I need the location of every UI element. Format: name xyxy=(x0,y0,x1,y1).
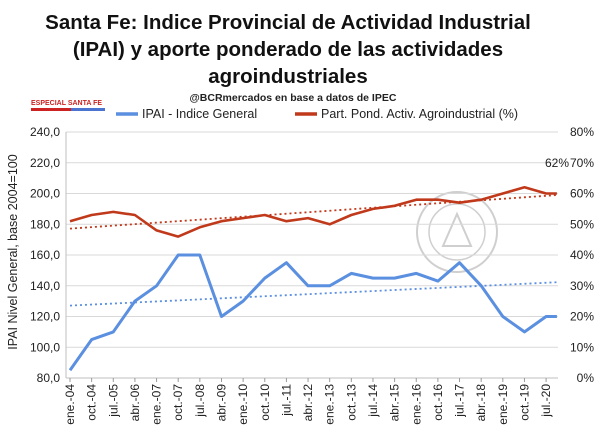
chart-title: Santa Fe: Indice Provincial de Actividad… xyxy=(45,11,531,88)
right-tick-label: 70% xyxy=(570,156,594,170)
x-tick-label: oct.-13 xyxy=(344,384,358,421)
especial-badge: ESPECIAL SANTA FE xyxy=(31,100,105,111)
x-tick-label: jul.-08 xyxy=(193,384,207,418)
x-tick-label: oct.-16 xyxy=(431,384,445,421)
x-tick-label: oct.-19 xyxy=(517,384,531,421)
x-tick-label: abr.-12 xyxy=(301,384,315,422)
x-tick-label: abr.-18 xyxy=(474,384,488,422)
legend-label-agro: Part. Pond. Activ. Agroindustrial (%) xyxy=(321,107,518,121)
left-tick-label: 220,0 xyxy=(30,156,60,170)
seal-inner xyxy=(428,203,486,261)
badge-label: ESPECIAL SANTA FE xyxy=(31,100,102,107)
series-line-ipai xyxy=(68,253,557,372)
x-tick-label: oct.-04 xyxy=(85,384,99,421)
y-axis-title: IPAI Nivel General, base 2004=100 xyxy=(6,154,20,349)
seal-outer xyxy=(416,191,498,273)
right-tick-label: 80% xyxy=(570,125,594,139)
x-tick-label: jul.-05 xyxy=(106,384,120,418)
left-tick-label: 120,0 xyxy=(30,310,60,324)
series-line-agro xyxy=(69,186,557,238)
right-tick-label: 20% xyxy=(570,310,594,324)
x-tick-label: abr.-09 xyxy=(214,384,228,422)
x-tick-label: ene.-07 xyxy=(150,384,164,425)
x-tick-label: oct.-10 xyxy=(258,384,272,421)
right-axis-ticks: 0% 10% 20% 30% 40% 50% 60% 70% 80% xyxy=(570,125,594,385)
annotation-label: 62% xyxy=(545,156,569,170)
seal-emblem xyxy=(441,211,473,247)
x-tick-label: abr.-15 xyxy=(388,384,402,422)
x-tick-label: ene.-04 xyxy=(63,384,77,425)
badge-bar-red xyxy=(31,108,71,111)
right-tick-label: 10% xyxy=(570,340,594,354)
left-tick-label: 180,0 xyxy=(30,217,60,231)
left-tick-label: 140,0 xyxy=(30,279,60,293)
right-tick-label: 40% xyxy=(570,248,594,262)
x-tick-label: ene.-10 xyxy=(236,384,250,425)
x-tick-label: jul.-11 xyxy=(279,384,293,417)
title-line-2: (IPAI) y aporte ponderado de las activid… xyxy=(73,38,503,61)
gridlines xyxy=(65,131,558,379)
title-line-1: Santa Fe: Indice Provincial de Actividad… xyxy=(45,11,531,34)
left-tick-label: 80,0 xyxy=(37,371,61,385)
x-tick-label: ene.-13 xyxy=(323,384,337,425)
left-tick-label: 200,0 xyxy=(30,187,60,201)
x-tick-label: abr.-06 xyxy=(128,384,142,422)
x-tick-label: jul.-14 xyxy=(366,384,380,418)
x-tick-label: ene.-16 xyxy=(409,384,423,425)
x-tick-label: jul.-20 xyxy=(539,384,553,418)
legend-label-ipai: IPAI - Indice General xyxy=(142,107,257,121)
trendline-ipai xyxy=(69,281,557,307)
series-lines xyxy=(68,186,557,372)
x-axis-ticks: ene.-04 oct.-04 jul.-05 abr.-06 ene.-07 oct.-… xyxy=(63,378,553,425)
left-tick-label: 160,0 xyxy=(30,248,60,262)
left-tick-label: 100,0 xyxy=(30,340,60,354)
right-tick-label: 0% xyxy=(577,371,595,385)
watermark-seal xyxy=(416,191,498,273)
x-tick-label: jul.-17 xyxy=(453,384,467,418)
title-line-3: agroindustriales xyxy=(208,65,368,88)
x-tick-label: ene.-19 xyxy=(496,384,510,425)
right-tick-label: 30% xyxy=(570,279,594,293)
source-note: @BCRmercados en base a datos de IPEC xyxy=(190,92,397,104)
right-tick-label: 50% xyxy=(570,217,594,231)
badge-bar-blue xyxy=(71,108,105,111)
right-tick-label: 60% xyxy=(570,187,594,201)
left-axis-ticks: 80,0 100,0 120,0 140,0 160,0 180,0 200,0 220,0 2… xyxy=(30,125,60,385)
left-tick-label: 240,0 xyxy=(30,125,60,139)
legend: IPAI - Indice General Part. Pond. Activ.… xyxy=(116,107,518,121)
x-tick-label: oct.-07 xyxy=(171,384,185,421)
